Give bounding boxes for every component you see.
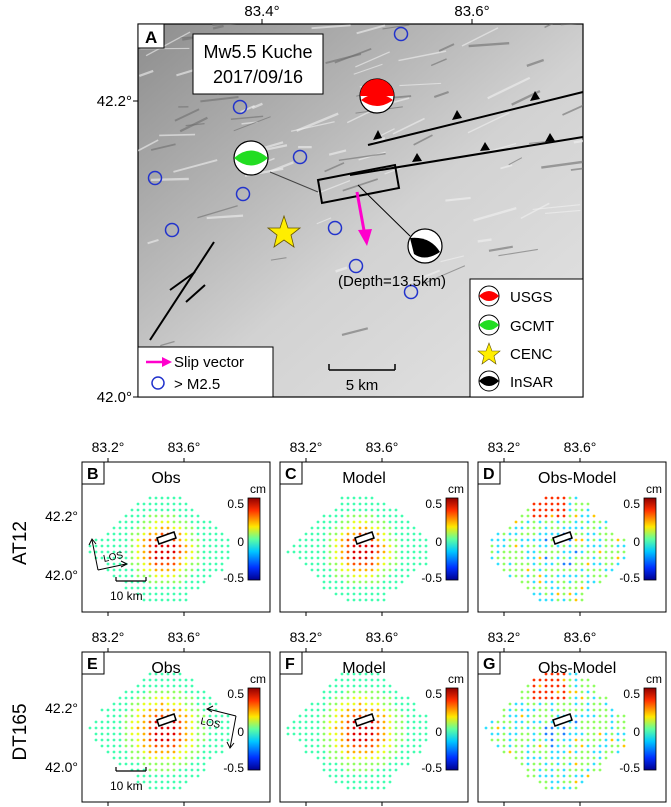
lon-tick-c-1: 83.6°	[366, 439, 399, 455]
panel-b-title: Obs	[151, 470, 180, 487]
legend-usgs-symbol	[478, 285, 500, 307]
lon-tick-e-0: 83.2°	[92, 629, 125, 645]
panel-b-letter: B	[87, 466, 99, 483]
panel-g-letter: G	[483, 656, 495, 673]
legend-gcmt-symbol	[478, 314, 500, 336]
gcmt-beachball	[233, 140, 269, 176]
legend-slip-symbol	[162, 357, 172, 367]
colorbar-tick-b-0: 0.5	[227, 497, 244, 511]
colorbar-tick-c-0: 0.5	[425, 497, 442, 511]
lat-tick-b-42-2: 42.2°	[45, 508, 78, 524]
los-label-e: LOS	[199, 716, 221, 731]
slip-vector-head	[358, 229, 372, 246]
los-arrow-b	[88, 538, 129, 571]
legend-usgs-label: USGS	[510, 289, 553, 306]
lon-tick-e-1: 83.6°	[168, 629, 201, 645]
colorbar-tick-c-2: -0.5	[421, 571, 442, 585]
lat-tick-42-0: 42.0°	[97, 389, 132, 406]
row-label-dt165: DT165	[10, 703, 31, 760]
thrust-teeth	[373, 91, 555, 162]
cenc-star	[266, 214, 302, 248]
lon-tick-d-1: 83.6°	[564, 439, 597, 455]
colorbar-tick-c-1: 0	[435, 535, 442, 549]
scale-label: 5 km	[346, 377, 379, 394]
lat-tick-42-2: 42.2°	[97, 93, 132, 110]
lon-tick-d-0: 83.2°	[488, 439, 521, 455]
colorbar-unit-f: cm	[448, 672, 464, 686]
panel-c-title: Model	[342, 470, 386, 487]
scale-label-e: 10 km	[110, 779, 143, 793]
scale-bar-e	[115, 767, 147, 772]
legend-quake-symbol	[151, 376, 165, 390]
insar-panels: B Obs cm 0.5 0 -0.5 83.2° 83.6° C Model cm 0.5 0 -0.5…	[81, 439, 667, 806]
usgs-beachball	[359, 78, 395, 114]
colorbar-tick-g-1: 0	[633, 725, 640, 739]
quake-circles	[147, 26, 419, 300]
colorbar-unit-d: cm	[646, 482, 662, 496]
lon-tick-g-1: 83.6°	[564, 629, 597, 645]
legend-cenc-symbol	[477, 342, 501, 365]
colorbar-tick-f-0: 0.5	[425, 687, 442, 701]
colorbar-tick-b-1: 0	[237, 535, 244, 549]
lat-tick-e-42-0: 42.0°	[45, 759, 78, 775]
colorbar-unit-c: cm	[448, 482, 464, 496]
panel-e-letter: E	[87, 656, 98, 673]
colorbar-unit-g: cm	[646, 672, 662, 686]
colorbar-tick-f-2: -0.5	[421, 761, 442, 775]
colorbar-tick-b-2: -0.5	[223, 571, 244, 585]
depth-label: (Depth=13.5km)	[338, 273, 446, 290]
lon-tick-83-4: 83.4°	[244, 3, 279, 20]
legend-gcmt-label: GCMT	[510, 318, 554, 335]
row-label-at12: AT12	[10, 521, 31, 565]
colorbar-tick-e-0: 0.5	[227, 687, 244, 701]
colorbar-tick-d-2: -0.5	[619, 571, 640, 585]
colorbar-tick-f-1: 0	[435, 725, 442, 739]
gcmt-leader	[269, 171, 319, 193]
panel-e-title: Obs	[151, 660, 180, 677]
panel-f-title: Model	[342, 660, 386, 677]
lon-tick-f-0: 83.2°	[290, 629, 323, 645]
colorbar-unit-b: cm	[250, 482, 266, 496]
panel-f-letter: F	[285, 656, 295, 673]
event-title: Mw5.5 Kuche	[203, 42, 312, 62]
lat-tick-b-42-0: 42.0°	[45, 567, 78, 583]
lon-tick-g-0: 83.2°	[488, 629, 521, 645]
colorbar-tick-d-0: 0.5	[623, 497, 640, 511]
scale-bar-b	[115, 577, 147, 582]
legend-insar-symbol	[478, 370, 500, 392]
panel-c-letter: C	[285, 466, 297, 483]
legend-insar-label: InSAR	[510, 374, 554, 391]
lon-tick-b-1: 83.6°	[168, 439, 201, 455]
colorbar-tick-g-0: 0.5	[623, 687, 640, 701]
colorbar-tick-d-1: 0	[633, 535, 640, 549]
fault-model-box	[316, 163, 401, 205]
scale-label-b: 10 km	[110, 589, 143, 603]
lon-tick-b-0: 83.2°	[92, 439, 125, 455]
colorbar-tick-g-2: -0.5	[619, 761, 640, 775]
colorbar-tick-e-1: 0	[237, 725, 244, 739]
los-arrow-e	[205, 705, 237, 749]
insar-leader	[357, 184, 411, 237]
insar-beachball	[407, 228, 443, 264]
slip-vector-arrow	[355, 191, 367, 237]
legend-slip-label: Slip vector	[174, 354, 244, 371]
lon-tick-83-6: 83.6°	[454, 3, 489, 20]
legend-quake-label: > M2.5	[174, 376, 220, 393]
panel-d-title: Obs-Model	[538, 470, 616, 487]
lat-tick-e-42-2: 42.2°	[45, 700, 78, 716]
lon-tick-f-1: 83.6°	[366, 629, 399, 645]
colorbar-unit-e: cm	[250, 672, 266, 686]
event-date: 2017/09/16	[213, 67, 303, 87]
panel-d-letter: D	[483, 466, 495, 483]
scale-bar	[328, 364, 396, 371]
lon-tick-c-0: 83.2°	[290, 439, 323, 455]
panel-a-letter: A	[145, 28, 157, 47]
thrust-faults	[149, 91, 584, 341]
legend-cenc-label: CENC	[510, 346, 553, 363]
los-label-b: LOS	[102, 550, 124, 565]
panel-g-title: Obs-Model	[538, 660, 616, 677]
panel-a: A Mw5.5 Kuche 2017/09/16 (Depth=13.5km) …	[97, 3, 584, 406]
colorbar-tick-e-2: -0.5	[223, 761, 244, 775]
